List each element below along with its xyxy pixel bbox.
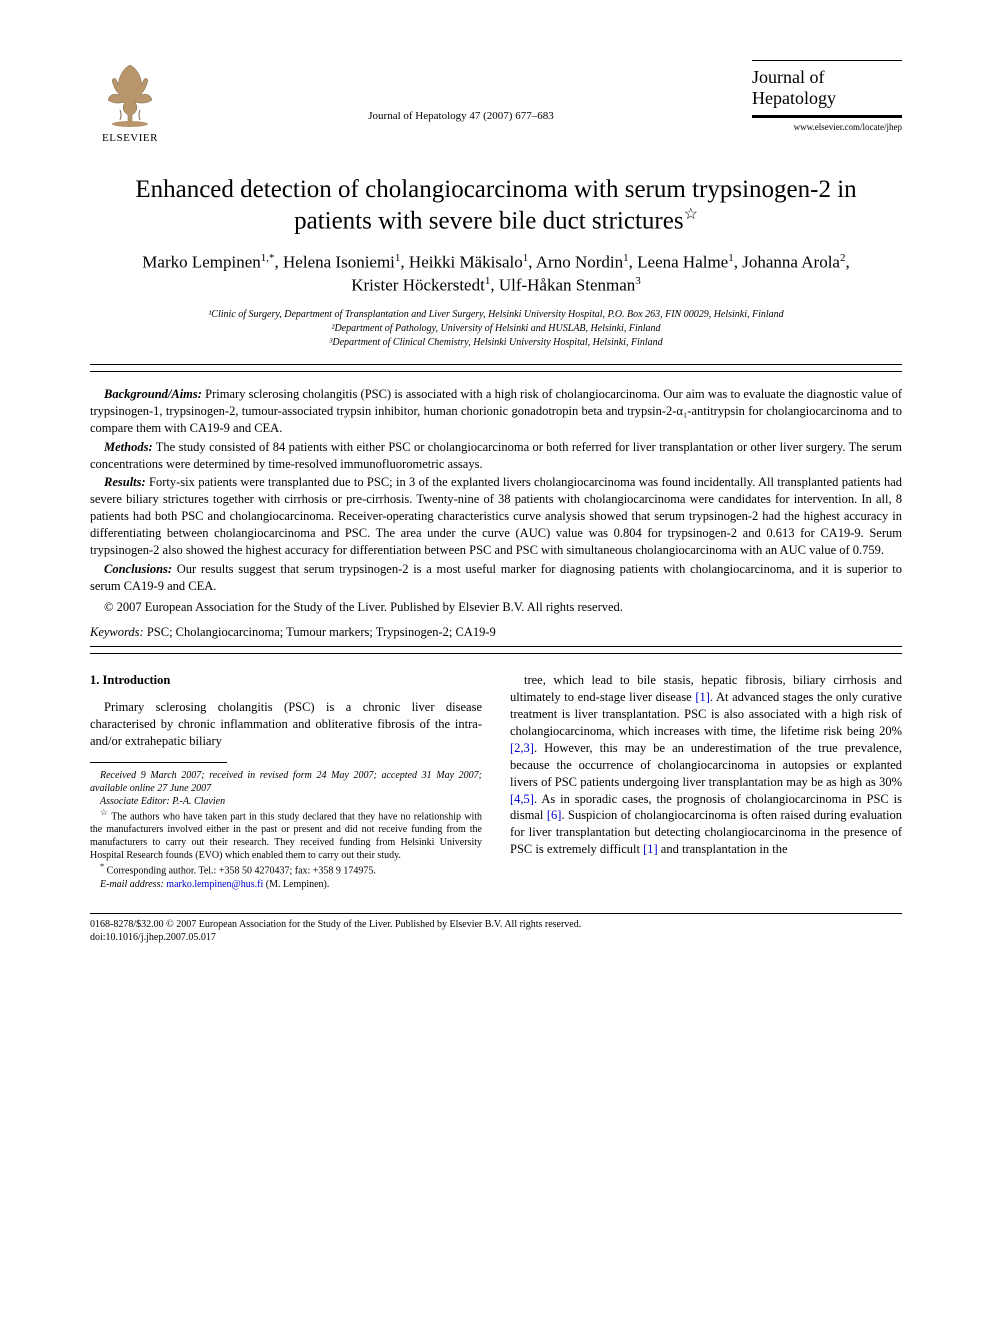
affiliation-1: ¹Clinic of Surgery, Department of Transp… <box>130 308 862 322</box>
journal-reference: Journal of Hepatology 47 (2007) 677–683 <box>170 60 752 122</box>
email-link[interactable]: marko.lempinen@hus.fi <box>164 879 263 890</box>
footnote-assoc-editor: Associate Editor: P.-A. Clavien <box>90 795 482 808</box>
abstract: Background/Aims: Primary sclerosing chol… <box>90 386 902 615</box>
citation-1b[interactable]: [1] <box>643 842 658 856</box>
publisher-block: ELSEVIER <box>90 60 170 144</box>
divider-mid <box>90 646 902 647</box>
intro-paragraph-right: tree, which lead to bile stasis, hepatic… <box>510 672 902 858</box>
results-label: Results: <box>104 475 146 489</box>
footer-copyright: 0168-8278/$32.00 © 2007 European Associa… <box>90 918 902 931</box>
body-columns: 1. Introduction Primary sclerosing chola… <box>90 672 902 890</box>
divider-top <box>90 364 902 365</box>
divider-top-2 <box>90 371 902 372</box>
assoc-editor-text: Associate Editor: P.-A. Clavien <box>100 796 225 807</box>
footer-doi: doi:10.1016/j.jhep.2007.05.017 <box>90 931 902 944</box>
page-footer: 0168-8278/$32.00 © 2007 European Associa… <box>90 913 902 944</box>
citation-1[interactable]: [1] <box>695 690 710 704</box>
conflict-text: The authors who have taken part in this … <box>90 811 482 861</box>
article-title: Enhanced detection of cholangiocarcinoma… <box>130 174 862 237</box>
intro-paragraph-left: Primary sclerosing cholangitis (PSC) is … <box>90 699 482 750</box>
email-label: E-mail address: <box>100 879 164 890</box>
affiliation-3: ³Department of Clinical Chemistry, Helsi… <box>130 336 862 350</box>
abstract-conclusions: Conclusions: Our results suggest that se… <box>90 561 902 595</box>
received-text: Received 9 March 2007; received in revis… <box>90 770 482 794</box>
divider-mid-2 <box>90 653 902 654</box>
citation-6[interactable]: [6] <box>547 808 562 822</box>
title-text: Enhanced detection of cholangiocarcinoma… <box>135 176 856 235</box>
corresponding-text: Corresponding author. Tel.: +358 50 4270… <box>104 866 376 877</box>
publisher-label: ELSEVIER <box>102 132 158 144</box>
footnotes-block: Received 9 March 2007; received in revis… <box>90 769 482 891</box>
elsevier-tree-logo <box>100 60 160 130</box>
keywords-line: Keywords: PSC; Cholangiocarcinoma; Tumou… <box>90 625 902 640</box>
keywords-label: Keywords: <box>90 625 144 639</box>
background-label: Background/Aims: <box>104 387 202 401</box>
methods-text: The study consisted of 84 patients with … <box>90 440 902 471</box>
footnote-separator <box>90 762 227 763</box>
journal-name-2: Hepatology <box>752 88 902 118</box>
background-text: Primary sclerosing cholangitis (PSC) is … <box>90 387 902 435</box>
title-footnote-marker: ☆ <box>684 206 698 223</box>
conclusions-label: Conclusions: <box>104 562 172 576</box>
conclusions-text: Our results suggest that serum trypsinog… <box>90 562 902 593</box>
column-right: tree, which lead to bile stasis, hepatic… <box>510 672 902 890</box>
footnote-conflict: ☆ The authors who have taken part in thi… <box>90 808 482 862</box>
journal-title-box: Journal of Hepatology www.elsevier.com/l… <box>752 60 902 132</box>
abstract-methods: Methods: The study consisted of 84 patie… <box>90 439 902 473</box>
affiliation-2: ²Department of Pathology, University of … <box>130 322 862 336</box>
t6: and transplantation in the <box>658 842 788 856</box>
authors-line: Marko Lempinen1,*, Helena Isoniemi1, Hei… <box>130 251 862 298</box>
email-suffix: (M. Lempinen). <box>263 879 329 890</box>
abstract-copyright: © 2007 European Association for the Stud… <box>90 599 902 616</box>
methods-label: Methods: <box>104 440 153 454</box>
footnote-received: Received 9 March 2007; received in revis… <box>90 769 482 795</box>
star-marker: ☆ <box>100 808 108 817</box>
footnote-corresponding: * Corresponding author. Tel.: +358 50 42… <box>90 862 482 877</box>
section-1-heading: 1. Introduction <box>90 672 482 689</box>
abstract-background: Background/Aims: Primary sclerosing chol… <box>90 386 902 437</box>
affiliations: ¹Clinic of Surgery, Department of Transp… <box>130 308 862 350</box>
results-text: Forty-six patients were transplanted due… <box>90 475 902 557</box>
keywords-text: PSC; Cholangiocarcinoma; Tumour markers;… <box>144 625 496 639</box>
footnote-email: E-mail address: marko.lempinen@hus.fi (M… <box>90 878 482 891</box>
column-left: 1. Introduction Primary sclerosing chola… <box>90 672 482 890</box>
citation-2-3[interactable]: [2,3] <box>510 741 534 755</box>
journal-name-1: Journal of <box>752 67 902 88</box>
t3: . However, this may be an underestimatio… <box>510 741 902 789</box>
page-header: ELSEVIER Journal of Hepatology 47 (2007)… <box>90 60 902 144</box>
journal-url[interactable]: www.elsevier.com/locate/jhep <box>752 122 902 132</box>
abstract-results: Results: Forty-six patients were transpl… <box>90 474 902 558</box>
citation-4-5[interactable]: [4,5] <box>510 792 534 806</box>
